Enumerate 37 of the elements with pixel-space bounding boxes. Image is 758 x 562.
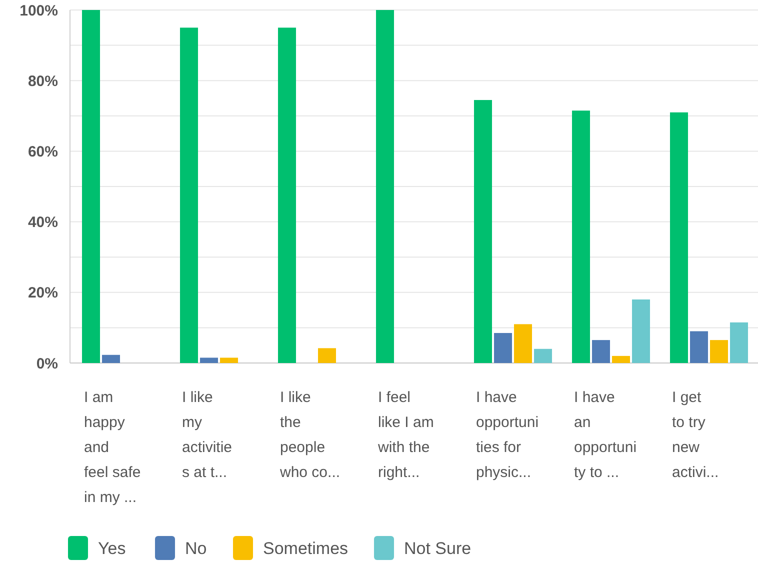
x-tick-label: I get to try new activi... bbox=[672, 389, 719, 481]
bar bbox=[220, 358, 238, 363]
y-tick-label: 100% bbox=[20, 2, 58, 20]
bar bbox=[632, 299, 650, 363]
bar bbox=[612, 356, 630, 363]
x-tick-label: I have an opportuni ty to ... bbox=[574, 389, 637, 481]
legend-label: Not Sure bbox=[404, 538, 472, 558]
bar bbox=[572, 110, 590, 363]
bar bbox=[710, 340, 728, 363]
x-tick-label: I feel like I am with the right... bbox=[377, 389, 434, 481]
y-tick-label: 80% bbox=[28, 72, 58, 90]
bar bbox=[592, 340, 610, 363]
bar bbox=[474, 100, 492, 363]
legend-label: Sometimes bbox=[263, 538, 348, 558]
bar bbox=[82, 10, 100, 363]
bar bbox=[534, 348, 552, 363]
legend-label: Yes bbox=[98, 538, 126, 558]
bar bbox=[318, 348, 336, 363]
y-tick-label: 60% bbox=[28, 143, 58, 160]
x-tick-label: I am happy and feel safe in my ... bbox=[84, 389, 141, 506]
y-tick-label: 0% bbox=[36, 355, 58, 372]
legend-label: No bbox=[185, 538, 207, 558]
bar bbox=[494, 332, 512, 363]
bar bbox=[200, 358, 218, 363]
y-tick-label: 40% bbox=[28, 214, 58, 232]
bar bbox=[514, 324, 532, 363]
bar bbox=[376, 10, 394, 363]
bar bbox=[690, 331, 708, 363]
bar bbox=[730, 322, 748, 363]
bar bbox=[102, 354, 120, 363]
bar bbox=[278, 28, 296, 363]
bar bbox=[670, 112, 688, 363]
y-tick-label: 20% bbox=[28, 284, 58, 302]
x-tick-label: I like the people who co... bbox=[279, 389, 340, 481]
x-tick-label: I have opportuni ties for physic... bbox=[476, 389, 539, 481]
x-tick-label: I like my activitie s at t... bbox=[182, 389, 232, 481]
bar bbox=[180, 28, 198, 363]
